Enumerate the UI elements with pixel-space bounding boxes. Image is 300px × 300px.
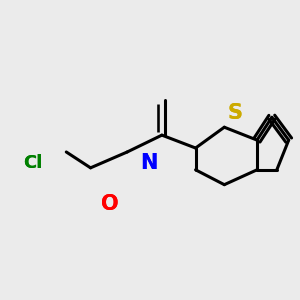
Text: S: S bbox=[227, 103, 242, 123]
Text: N: N bbox=[140, 153, 157, 173]
Circle shape bbox=[100, 194, 119, 213]
Text: Cl: Cl bbox=[23, 154, 42, 172]
Circle shape bbox=[139, 154, 158, 173]
Circle shape bbox=[225, 103, 244, 122]
Text: O: O bbox=[101, 194, 119, 214]
Text: S: S bbox=[227, 103, 242, 123]
Text: Cl: Cl bbox=[23, 154, 42, 172]
Circle shape bbox=[23, 154, 42, 173]
Text: O: O bbox=[101, 194, 119, 214]
Text: N: N bbox=[140, 153, 157, 173]
